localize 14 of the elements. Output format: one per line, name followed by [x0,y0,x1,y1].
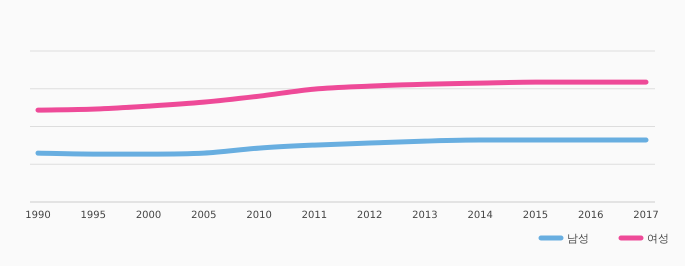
legend-label: 여성 [647,232,669,245]
legend-label: 남성 [567,232,589,245]
x-tick-label: 2016 [578,210,604,221]
x-tick-label: 2013 [412,210,438,221]
x-tick-label: 1995 [80,210,106,221]
x-tick-label: 2010 [246,210,272,221]
x-tick-label: 2005 [191,210,217,221]
x-tick-label: 1990 [25,210,51,221]
x-tick-label: 2012 [356,210,382,221]
x-tick-label: 2015 [522,210,548,221]
x-tick-label: 2011 [302,210,328,221]
x-tick-label: 2017 [633,210,659,221]
x-tick-label: 2000 [136,210,162,221]
x-tick-label: 2014 [467,210,493,221]
